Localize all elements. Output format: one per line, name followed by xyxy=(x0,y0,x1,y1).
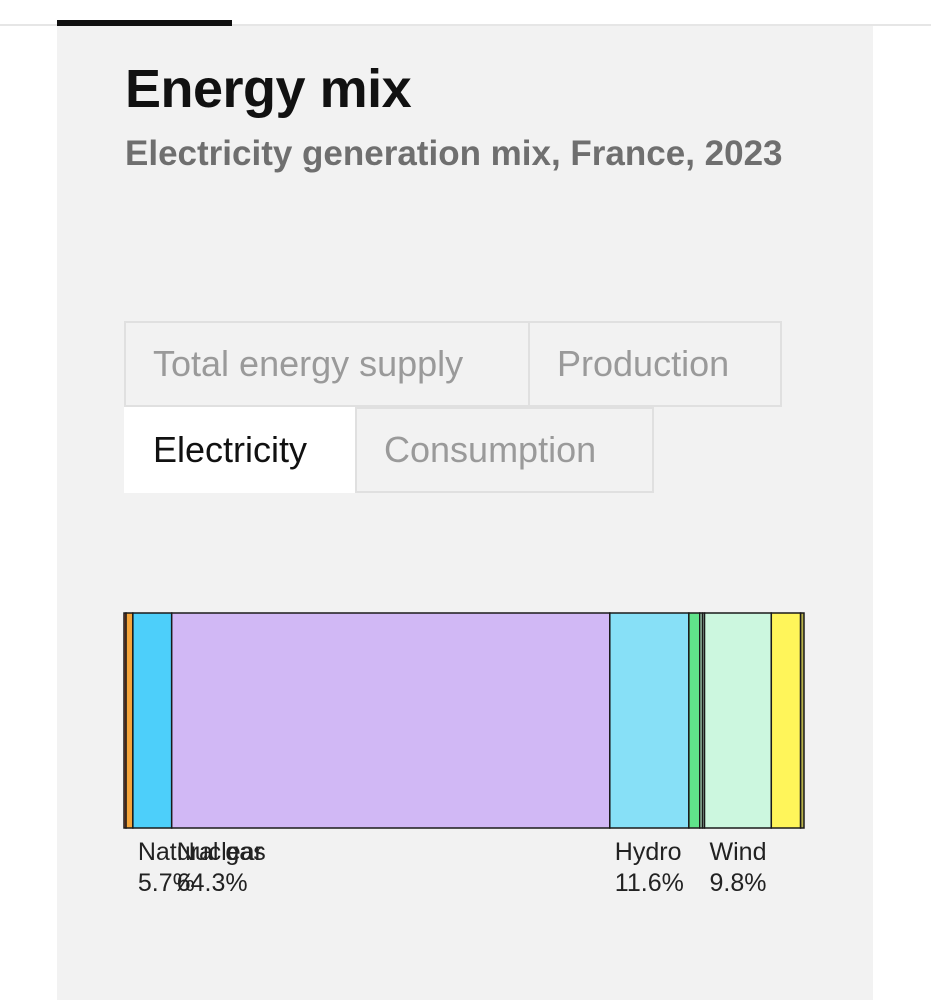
bar-segment-natural-gas[interactable] xyxy=(132,612,173,829)
segment-label-natural-gas: Natural gas xyxy=(138,838,266,866)
bar-segment-segment-10[interactable] xyxy=(799,612,805,829)
bar-segment-segment-5[interactable] xyxy=(688,612,701,829)
bar-segment-hydro[interactable] xyxy=(609,612,690,829)
tab-production[interactable]: Production xyxy=(528,321,782,407)
bar-segment-segment-1[interactable] xyxy=(125,612,134,829)
bar-segment-nuclear[interactable] xyxy=(170,612,611,829)
segment-value-nuclear: 64.3% xyxy=(177,869,248,897)
active-nav-indicator xyxy=(57,20,232,26)
segment-value-natural-gas: 5.7% xyxy=(138,869,195,897)
segment-label-nuclear: Nuclear xyxy=(177,838,263,866)
tab-total-energy-supply[interactable]: Total energy supply xyxy=(124,321,530,407)
tab-electricity[interactable]: Electricity xyxy=(124,407,355,493)
page-title: Energy mix xyxy=(125,59,412,119)
tab-consumption[interactable]: Consumption xyxy=(355,407,654,493)
segment-label-hydro: Hydro xyxy=(615,838,682,866)
segment-label-wind: Wind xyxy=(710,838,767,866)
segment-value-hydro: 11.6% xyxy=(615,869,684,897)
chart-subtitle: Electricity generation mix, France, 2023 xyxy=(125,134,783,173)
bar-segment-segment-9[interactable] xyxy=(770,612,802,829)
top-divider xyxy=(0,24,931,26)
bar-segment-wind[interactable] xyxy=(703,612,773,829)
segment-value-wind: 9.8% xyxy=(710,869,767,897)
energy-mix-card xyxy=(57,26,873,1000)
